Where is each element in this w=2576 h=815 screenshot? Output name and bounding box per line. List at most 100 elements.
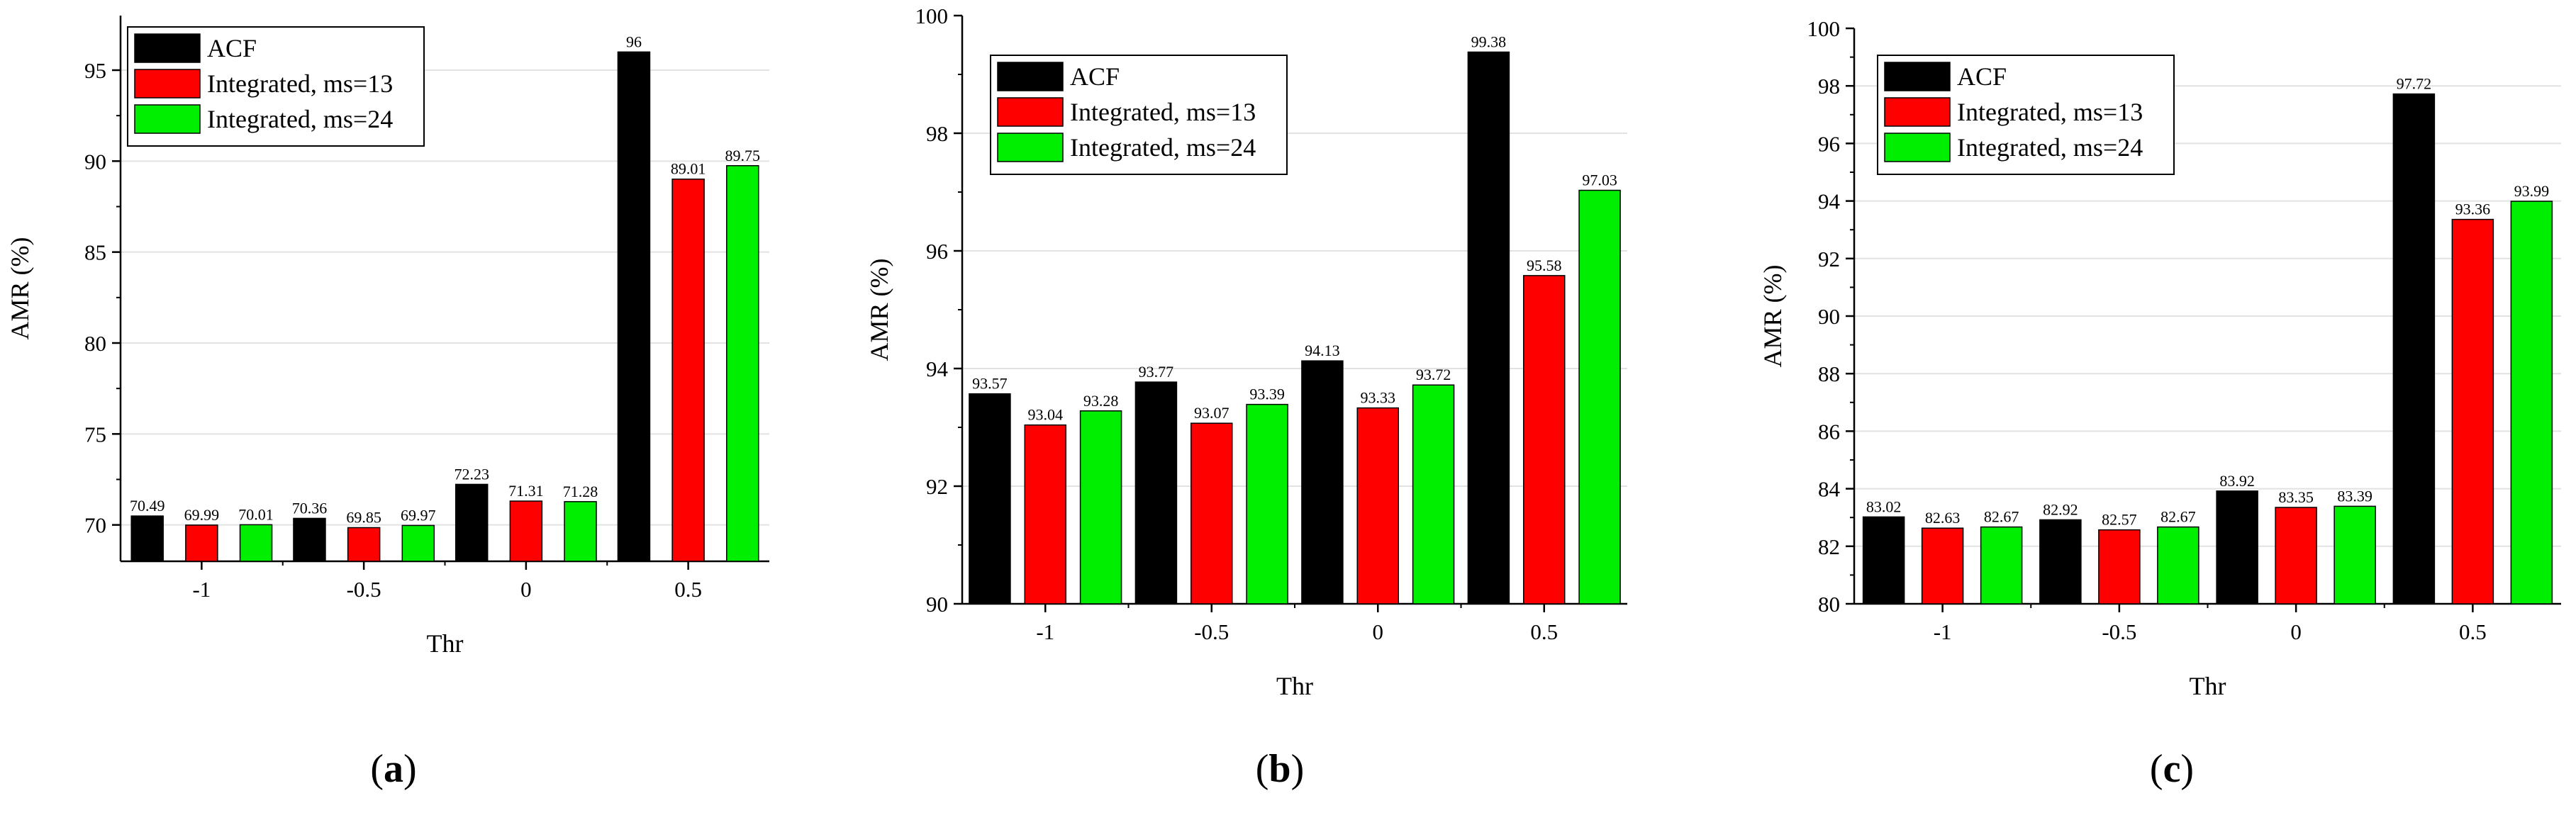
bar	[347, 527, 381, 562]
bar	[1862, 516, 1905, 605]
x-axis-title: Thr	[1276, 672, 1313, 700]
data-label: 89.75	[725, 147, 761, 164]
legend-label: Integrated, ms=13	[1957, 98, 2143, 126]
data-label: 70.01	[238, 505, 274, 523]
x-tick-label: -1	[1934, 619, 1952, 644]
data-label: 70.49	[130, 497, 165, 515]
x-tick-label: -1	[1036, 619, 1054, 644]
bar	[1412, 384, 1455, 605]
legend: ACF Integrated, ms=13 Integrated, ms=24	[990, 55, 1288, 175]
bar	[1921, 527, 1964, 605]
bar	[1578, 189, 1621, 605]
legend-swatch	[134, 104, 201, 134]
bar	[1301, 360, 1344, 605]
bar	[2451, 218, 2494, 605]
data-label: 93.28	[1083, 392, 1119, 410]
y-tick-label: 75	[84, 422, 106, 446]
x-tick-label: -1	[192, 577, 211, 602]
y-tick-label: 86	[1818, 419, 1840, 444]
bar	[1191, 422, 1233, 605]
y-tick-label: 85	[84, 240, 106, 265]
panel-label-a: (a)	[370, 747, 416, 791]
x-axis-title: Thr	[427, 629, 464, 658]
bar	[564, 501, 597, 562]
bar	[2039, 519, 2082, 605]
chart-c: 80 82 84 86 88 90 92 94 96 98 100 -1 83.02 82.63 82.67…	[1758, 16, 2561, 700]
y-tick-label: 95	[84, 58, 106, 83]
bar	[130, 515, 164, 562]
legend-swatch	[1884, 97, 1951, 127]
data-label: 93.39	[1249, 386, 1285, 403]
bar	[455, 483, 489, 562]
bar	[2392, 93, 2436, 605]
bar	[1246, 403, 1288, 605]
y-tick-label: 96	[1818, 131, 1840, 156]
y-tick-label: 98	[926, 121, 948, 146]
data-label: 97.03	[1582, 172, 1617, 189]
legend: ACF Integrated, ms=13 Integrated, ms=24	[127, 26, 425, 147]
y-tick-label: 100	[1807, 16, 1841, 41]
legend-label: ACF	[207, 34, 257, 62]
data-label: 82.92	[2043, 500, 2078, 518]
x-tick-label: -0.5	[2102, 619, 2136, 644]
y-tick-label: 70	[84, 513, 106, 538]
legend-swatch	[997, 62, 1064, 91]
bar	[1024, 424, 1066, 605]
data-label: 93.04	[1028, 406, 1064, 424]
data-label: 94.13	[1305, 342, 1340, 359]
data-label: 82.67	[2160, 508, 2196, 526]
y-tick-label: 82	[1818, 534, 1840, 559]
x-tick-label: 0	[520, 577, 532, 602]
legend-swatch	[1884, 62, 1951, 91]
bar	[2275, 507, 2317, 605]
data-label: 93.99	[2514, 182, 2550, 200]
data-label: 69.97	[401, 506, 436, 524]
data-label: 83.92	[2219, 472, 2255, 490]
legend-swatch	[134, 69, 201, 99]
y-axis-title: AMR (%)	[1758, 265, 1787, 368]
data-label: 70.36	[292, 499, 328, 517]
y-tick-label: 90	[1818, 304, 1840, 329]
bar	[293, 517, 326, 562]
y-tick-label: 94	[1818, 189, 1841, 214]
legend: ACF Integrated, ms=13 Integrated, ms=24	[1877, 55, 2175, 175]
y-axis-title: AMR (%)	[6, 237, 34, 340]
legend-swatch	[997, 97, 1064, 127]
legend-label: Integrated, ms=13	[207, 69, 393, 98]
legend-label: ACF	[1957, 62, 2007, 91]
data-label: 93.07	[1194, 404, 1230, 422]
bar	[1079, 410, 1122, 605]
x-tick-label: 0	[1373, 619, 1384, 644]
y-tick-label: 80	[84, 331, 106, 356]
legend-swatch	[1884, 133, 1951, 162]
bar	[2334, 505, 2376, 605]
bar	[1467, 51, 1510, 605]
x-tick-label: 0.5	[2459, 619, 2487, 644]
legend-label: Integrated, ms=24	[1070, 133, 1256, 162]
y-tick-label: 94	[926, 356, 949, 381]
y-axis-title: AMR (%)	[865, 259, 893, 361]
data-label: 97.72	[2397, 75, 2432, 93]
legend-swatch	[134, 33, 201, 63]
bar	[726, 165, 759, 562]
bar	[969, 393, 1011, 605]
bar	[2157, 526, 2199, 605]
bar	[671, 178, 705, 562]
y-tick-label: 90	[84, 149, 106, 174]
y-tick-label: 100	[915, 4, 949, 28]
y-tick-label: 84	[1818, 477, 1841, 502]
data-label: 69.99	[184, 506, 220, 524]
bar	[1134, 381, 1178, 605]
y-tick-label: 96	[926, 239, 948, 264]
bar	[239, 524, 273, 562]
y-tick-label: 92	[1818, 247, 1840, 271]
legend-swatch	[997, 133, 1064, 162]
data-label: 69.85	[346, 509, 381, 527]
chart-a: 70 75 80 85 90 95 -1 70.49 69.99 70.01 -0.5 70.36 69…	[6, 16, 769, 658]
legend-label: Integrated, ms=13	[1070, 98, 1256, 126]
data-label: 82.63	[1925, 509, 1961, 527]
y-tick-label: 92	[926, 474, 948, 499]
data-label: 93.77	[1139, 363, 1174, 381]
data-label: 71.28	[563, 483, 598, 500]
bar	[1523, 275, 1566, 605]
